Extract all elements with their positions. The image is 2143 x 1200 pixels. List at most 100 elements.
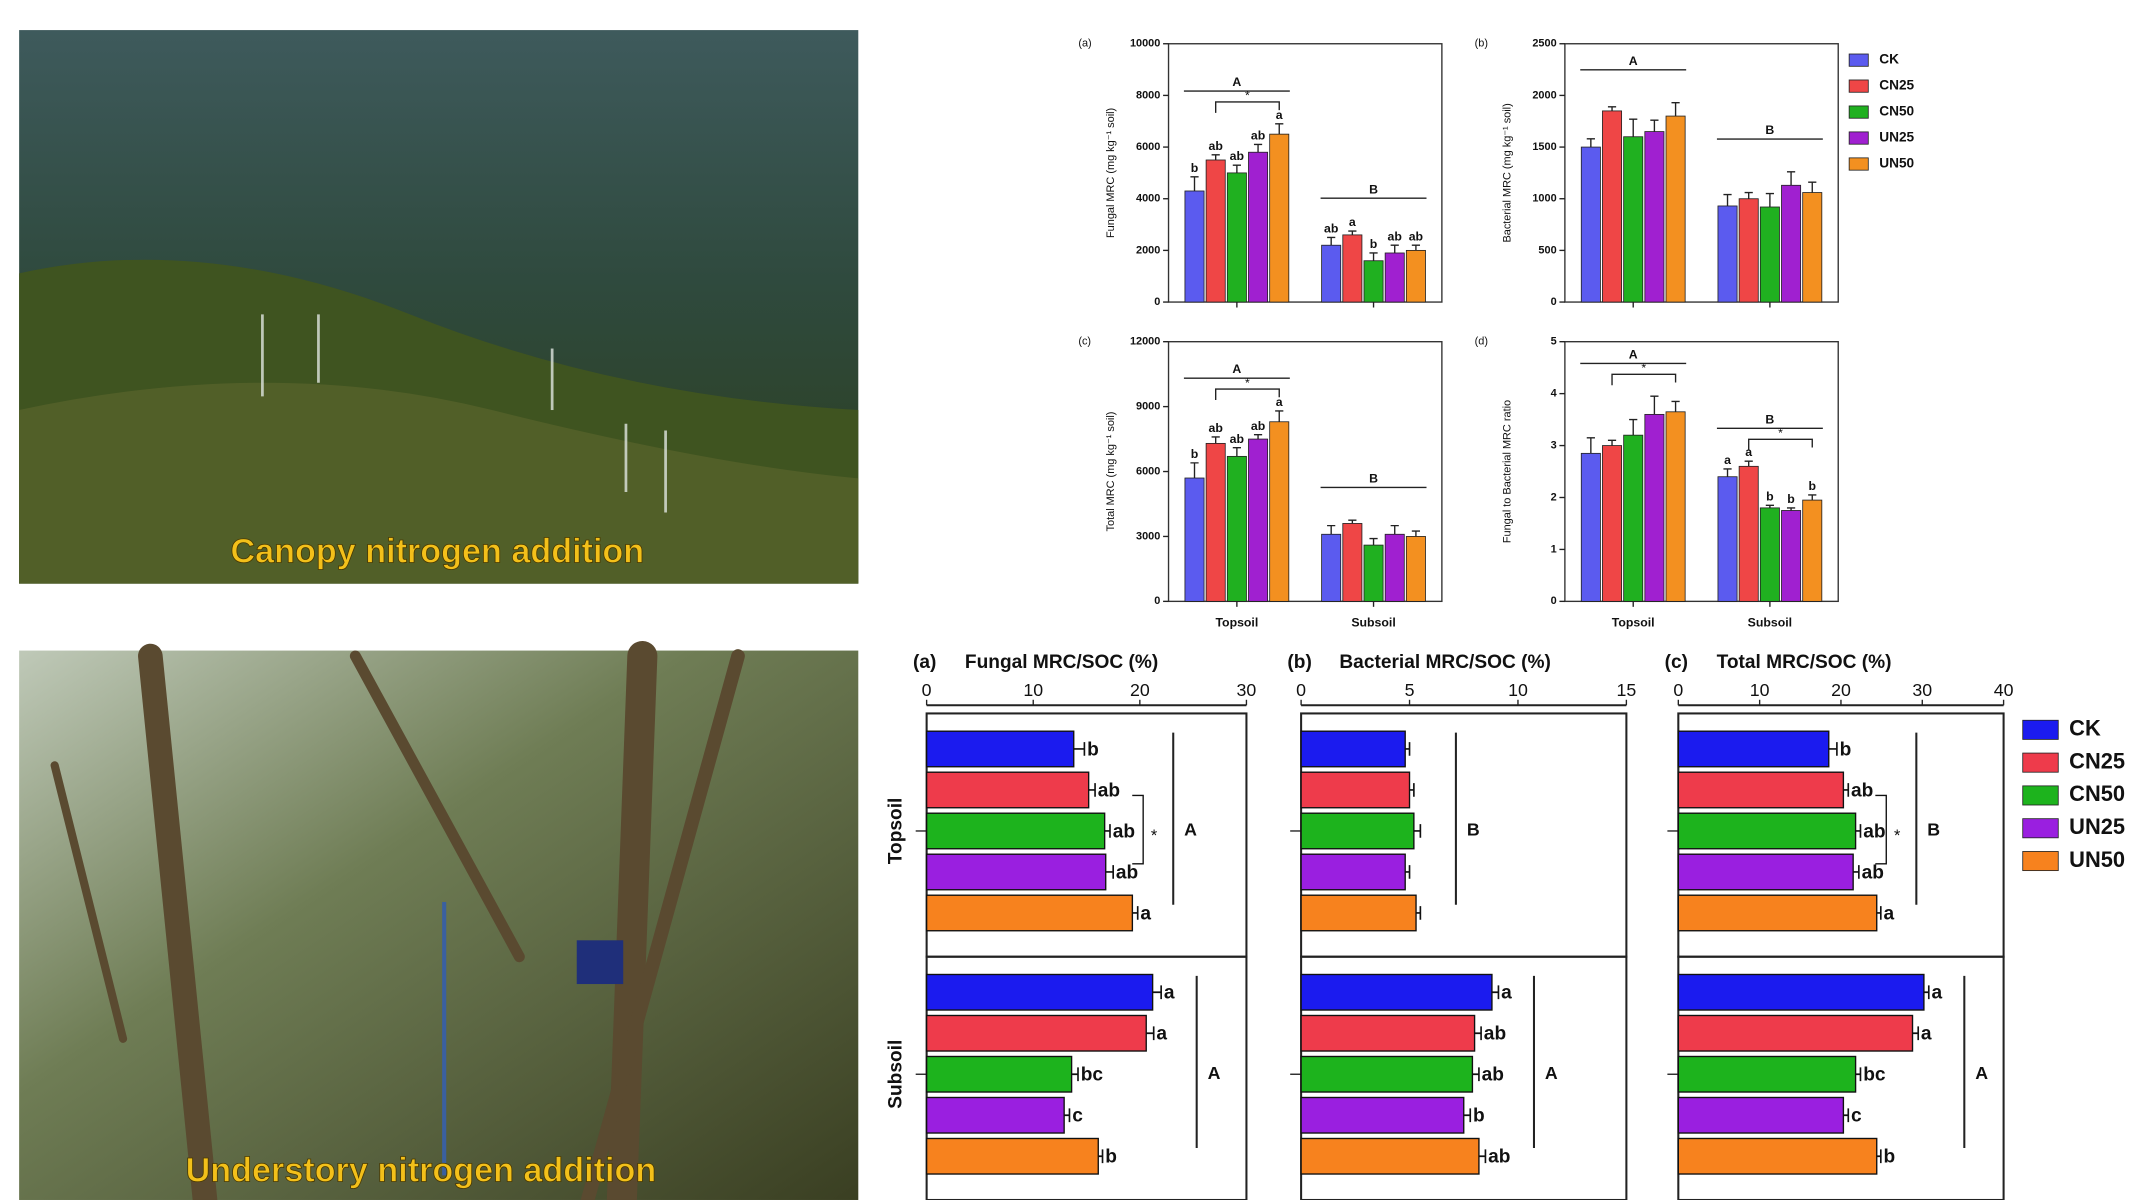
sig-label: ab [1098,780,1120,801]
sig-label: a [1140,903,1151,924]
bar [927,1015,1147,1051]
sig-label: a [1349,215,1356,229]
bar [1678,731,1828,767]
y-tick-label: 0 [1154,595,1160,607]
y-tick-label: 2000 [1532,89,1556,101]
error-bar [1212,437,1220,443]
bar [1602,111,1621,302]
group-letter: A [1629,347,1638,361]
bar [1301,1097,1464,1133]
group-letter: A [1629,54,1638,68]
error-bar [1913,1026,1919,1040]
x-tick-label: Subsoil [1748,615,1792,629]
bar [1624,137,1643,302]
bar [1782,510,1801,601]
sig-label: ab [1230,149,1244,163]
bar [1678,1097,1843,1133]
legend-label: CN25 [1879,78,1914,93]
error-bar [1391,526,1399,535]
x-tick-label: 15 [1617,680,1637,700]
error-bar [1348,520,1356,523]
legend-swatch [2023,851,2059,870]
bar [1624,435,1643,601]
bar [1301,895,1416,931]
y-axis-label: Total MRC (mg kg⁻¹ soil) [1105,412,1117,532]
sig-label: ab [1388,229,1402,243]
error-bar [1254,144,1262,152]
star: * [1245,376,1250,390]
y-tick-label: 4000 [1136,193,1160,205]
legend-label: CK [1879,52,1899,67]
bar [1301,1056,1472,1092]
bar [1385,534,1404,601]
y-tick-label: 4 [1551,388,1558,400]
error-bar [1064,1108,1069,1122]
star: * [1894,827,1901,845]
error-bar [1414,824,1421,838]
sig-label: ab [1482,1065,1504,1086]
error-bar [1587,139,1595,147]
bar [1248,152,1267,302]
y-tick-label: 0 [1551,595,1557,607]
bar [1185,478,1204,601]
x-tick-label: Topsoil [1215,615,1258,629]
sig-label: ab [1209,139,1223,153]
error-bar [1475,1026,1482,1040]
error-bar [1843,783,1848,797]
sig-label: b [1884,1147,1896,1168]
error-bar [1212,155,1220,160]
bracket [1749,439,1813,450]
sig-label: a [1884,903,1895,924]
error-bar [1808,495,1816,500]
bar [1678,772,1843,808]
error-bar [1472,1067,1479,1081]
bar [927,731,1074,767]
error-bar [1853,865,1859,879]
bar [1185,191,1204,302]
bar [1739,466,1758,601]
bar [1678,895,1876,931]
legend-label: UN25 [2069,814,2125,839]
legend-label: CK [2069,716,2101,741]
sig-label: b [1087,739,1099,760]
sig-label: b [1191,447,1199,461]
bar [1718,206,1737,302]
y-tick-label: Topsoil [886,798,907,865]
legend-swatch [1849,106,1868,118]
y-tick-label: Subsoil [886,1040,907,1109]
bar [1666,116,1685,302]
error-bar [1856,1067,1861,1081]
y-axis-label: Fungal MRC (mg kg⁻¹ soil) [1105,108,1117,238]
sig-label: ab [1209,421,1223,435]
y-axis-label: Bacterial MRC (mg kg⁻¹ soil) [1501,103,1513,242]
understory-photo: Understory nitrogen addition [19,651,858,1200]
error-bar [1671,103,1679,116]
panel-label: (b) [1287,652,1311,673]
error-bar [1105,824,1110,838]
error-bar [1327,526,1335,535]
panel-label: (a) [1078,38,1091,50]
legend-label: CN25 [2069,748,2125,773]
y-tick-label: 6000 [1136,141,1160,153]
bar [1666,412,1685,602]
bar [1803,193,1822,303]
sig-label: b [1840,739,1852,760]
legend-swatch [1849,80,1868,92]
x-tick-label: 20 [1831,680,1851,700]
panel-label: (d) [1475,336,1488,348]
bar [1385,253,1404,302]
star: * [1641,361,1646,375]
sig-label: c [1072,1106,1083,1127]
legend-swatch [2023,720,2059,739]
bar [927,813,1105,849]
bar [1718,477,1737,602]
group-letter: B [1765,412,1774,426]
panel-label: (b) [1475,38,1488,50]
x-tick-label: 0 [1673,680,1683,700]
bar [1364,261,1383,302]
bar [1227,456,1246,601]
bracket [1612,374,1676,385]
bar [1406,536,1425,601]
bar [1270,422,1289,602]
y-tick-label: 2 [1551,491,1557,503]
